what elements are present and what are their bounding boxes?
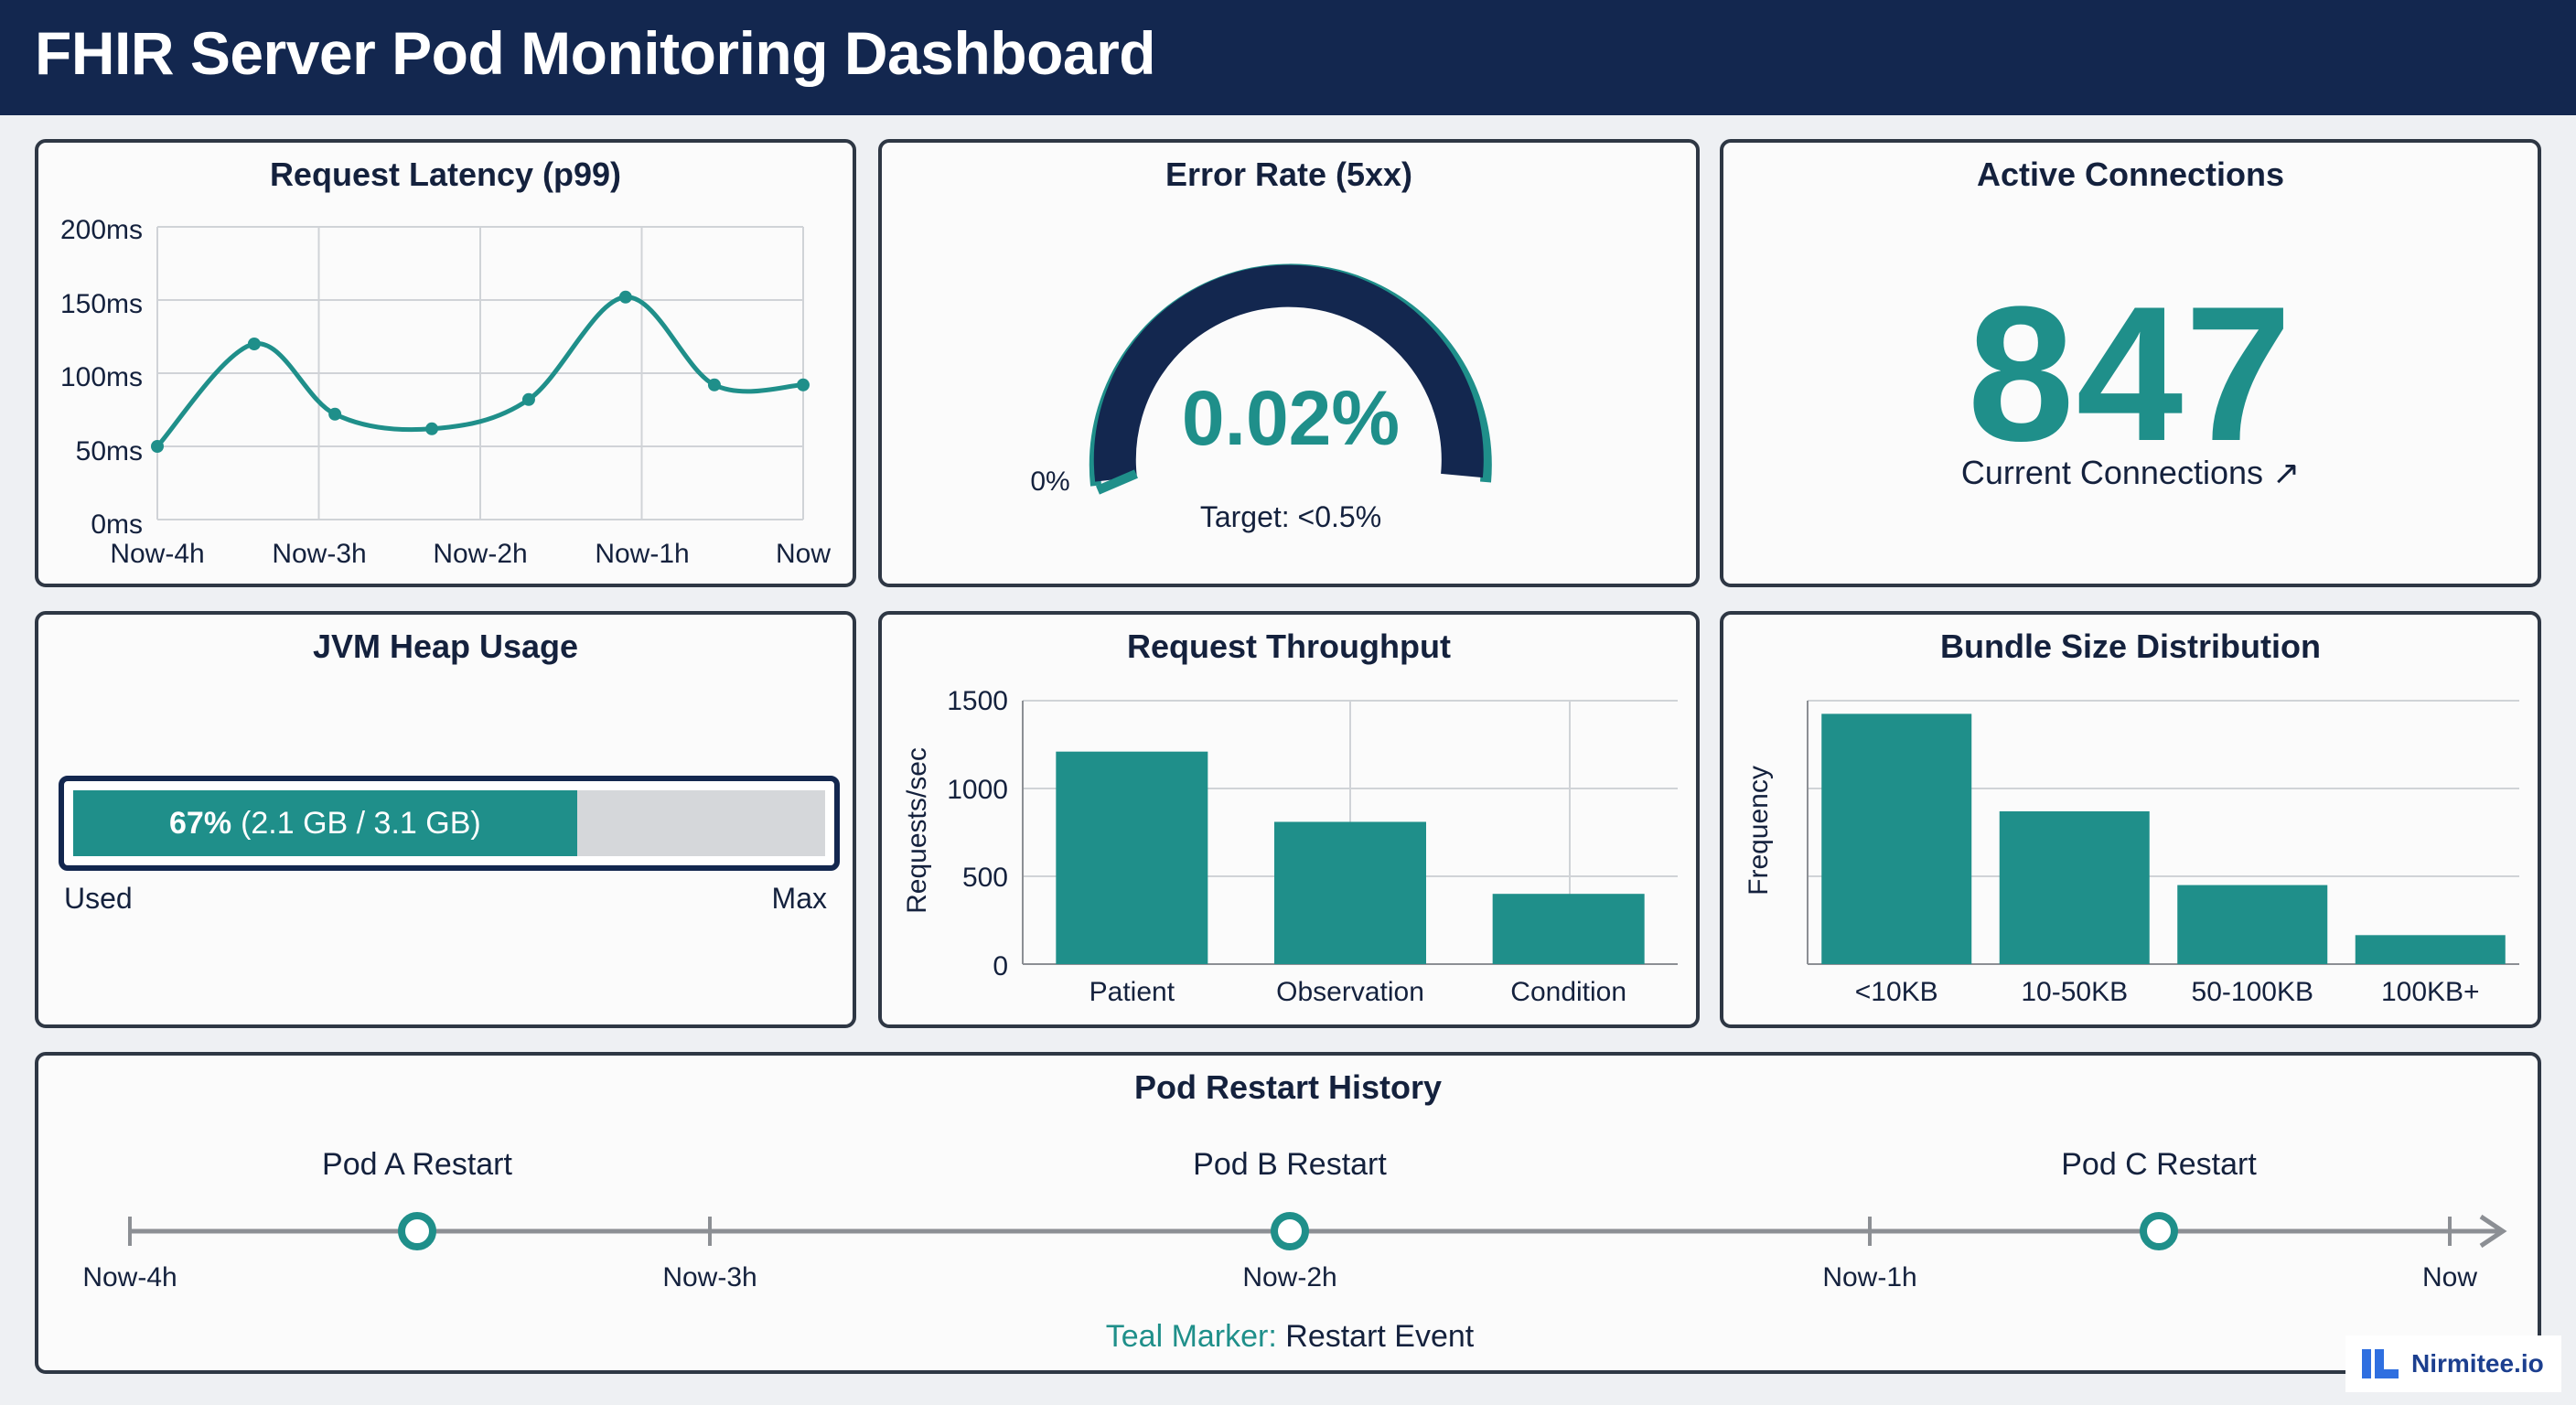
y-tick-label: 200ms bbox=[60, 215, 143, 245]
legend-value: Restart Event bbox=[1277, 1319, 1475, 1354]
bundle-title: Bundle Size Distribution bbox=[1939, 627, 2321, 665]
timeline-tick-label: Now bbox=[2422, 1262, 2477, 1292]
bar--10kb bbox=[1821, 713, 1972, 964]
timeline-tick-label: Now-3h bbox=[662, 1262, 757, 1292]
x-tick-label: Now-3h bbox=[272, 539, 366, 569]
bar-50-100kb bbox=[2177, 885, 2328, 964]
latency-data-point bbox=[425, 422, 439, 435]
timeline-legend: Teal Marker: Restart Event bbox=[1106, 1319, 1475, 1354]
y-axis-title: Frequency bbox=[1744, 766, 1774, 896]
y-tick-label: 0 bbox=[993, 951, 1008, 981]
connections-title: Active Connections bbox=[1976, 156, 2285, 193]
throughput-panel: Request Throughput Requests/sec 1500 100… bbox=[878, 611, 1700, 1028]
bundle-panel: Bundle Size Distribution Frequency <10KB… bbox=[1720, 611, 2541, 1028]
latency-chart: 200ms 150ms 100ms 50ms 0ms Now-4h Now-3h… bbox=[60, 215, 831, 569]
error-rate-value: 0.02% bbox=[1182, 375, 1400, 461]
nirmitee-logo-icon bbox=[2362, 1349, 2399, 1378]
bundle-chart: Frequency <10KB 10-50KB 50-100KB 100KB+ bbox=[1744, 700, 2519, 1007]
connections-panel: Active Connections 847 Current Connectio… bbox=[1720, 139, 2541, 587]
timeline-tick-label: Now-2h bbox=[1242, 1262, 1336, 1292]
x-tick-label: Patient bbox=[1089, 977, 1175, 1007]
x-tick-label: Now-2h bbox=[433, 539, 527, 569]
legend-key: Teal Marker: bbox=[1106, 1319, 1277, 1354]
bar-observation bbox=[1274, 821, 1426, 964]
connections-value: 847 bbox=[1967, 266, 2294, 481]
x-tick-label: Observation bbox=[1276, 977, 1424, 1007]
heap-used-label: Used bbox=[64, 882, 133, 915]
error-rate-gauge: 0% 0.02% Target: <0.5% bbox=[1030, 263, 1492, 533]
restart-timeline: Now-4h Now-3h Now-2h Now-1h Now Pod A Re… bbox=[82, 1147, 2507, 1354]
error-rate-target: Target: <0.5% bbox=[1200, 500, 1381, 533]
heap-title: JVM Heap Usage bbox=[312, 627, 579, 665]
latency-title: Request Latency (p99) bbox=[269, 156, 622, 193]
throughput-chart: Requests/sec 1500 1000 500 0 Patient Obse… bbox=[902, 686, 1678, 1007]
restart-marker-icon[interactable] bbox=[1271, 1212, 1309, 1250]
dashboard-header: FHIR Server Pod Monitoring Dashboard bbox=[0, 0, 2576, 115]
heap-fill: 67% (2.1 GB / 3.1 GB) bbox=[73, 790, 577, 856]
latency-data-point bbox=[797, 378, 810, 391]
x-tick-label: 10-50KB bbox=[2021, 977, 2128, 1007]
brand-badge[interactable]: Nirmitee.io bbox=[2345, 1335, 2561, 1392]
bar-10-50kb bbox=[1999, 810, 2150, 964]
bar-patient bbox=[1056, 751, 1208, 964]
x-tick-label: 50-100KB bbox=[2192, 977, 2313, 1007]
throughput-title: Request Throughput bbox=[1127, 627, 1451, 665]
x-tick-label: Now-4h bbox=[110, 539, 204, 569]
error-rate-title: Error Rate (5xx) bbox=[1165, 156, 1413, 193]
restart-event-label: Pod C Restart bbox=[2061, 1147, 2257, 1182]
y-tick-label: 150ms bbox=[60, 289, 143, 319]
latency-data-point bbox=[328, 407, 342, 421]
heap-panel: JVM Heap Usage 67% (2.1 GB / 3.1 GB) Use… bbox=[35, 611, 856, 1028]
restart-history-title: Pod Restart History bbox=[1133, 1068, 1443, 1106]
timeline-arrow-icon bbox=[2479, 1214, 2507, 1249]
latency-data-point bbox=[521, 392, 535, 406]
gauge-fill-marker bbox=[1096, 469, 1138, 495]
restart-marker-icon[interactable] bbox=[398, 1212, 436, 1250]
latency-data-point bbox=[707, 378, 721, 391]
y-tick-label: 0ms bbox=[91, 509, 143, 540]
y-tick-label: 1000 bbox=[947, 775, 1008, 805]
timeline-tick-label: Now-1h bbox=[1822, 1262, 1916, 1292]
latency-data-point bbox=[151, 440, 164, 453]
x-tick-label: Now bbox=[776, 539, 831, 569]
timeline-tick-label: Now-4h bbox=[82, 1262, 177, 1292]
heap-percent: 67% bbox=[169, 805, 232, 841]
restart-event-label: Pod A Restart bbox=[322, 1147, 512, 1182]
restart-history-panel: Pod Restart History Now-4h Now-3h Now-2h… bbox=[35, 1052, 2541, 1374]
gauge-min-label: 0% bbox=[1030, 467, 1069, 497]
y-tick-label: 100ms bbox=[60, 362, 143, 392]
y-tick-label: 500 bbox=[962, 863, 1008, 893]
restart-marker-icon[interactable] bbox=[2140, 1212, 2178, 1250]
heap-max-label: Max bbox=[771, 882, 827, 915]
heap-usage-bar: 67% (2.1 GB / 3.1 GB) bbox=[59, 776, 840, 871]
latency-data-point bbox=[247, 338, 261, 350]
x-tick-label: <10KB bbox=[1855, 977, 1938, 1007]
y-tick-label: 1500 bbox=[947, 686, 1008, 716]
error-rate-panel: Error Rate (5xx) 0% 0.02% Target: <0.5% bbox=[878, 139, 1700, 587]
y-tick-label: 50ms bbox=[76, 436, 143, 467]
page-title: FHIR Server Pod Monitoring Dashboard bbox=[35, 19, 1156, 87]
gauge-body bbox=[1093, 264, 1484, 482]
x-tick-label: Condition bbox=[1510, 977, 1626, 1007]
connections-label: Current Connections ↗ bbox=[1960, 454, 2301, 491]
brand-name: Nirmitee.io bbox=[2411, 1349, 2544, 1378]
bar-condition bbox=[1492, 894, 1645, 964]
latency-data-point bbox=[618, 290, 632, 304]
restart-event-label: Pod B Restart bbox=[1193, 1147, 1387, 1182]
heap-detail: (2.1 GB / 3.1 GB) bbox=[241, 805, 481, 841]
bar-100kb- bbox=[2355, 935, 2506, 964]
x-tick-label: Now-1h bbox=[595, 539, 689, 569]
y-axis-title: Requests/sec bbox=[902, 747, 932, 914]
x-tick-label: 100KB+ bbox=[2381, 977, 2480, 1007]
heap-track: 67% (2.1 GB / 3.1 GB) bbox=[73, 790, 825, 856]
latency-panel: Request Latency (p99) 200ms 150ms 100ms … bbox=[35, 139, 856, 587]
